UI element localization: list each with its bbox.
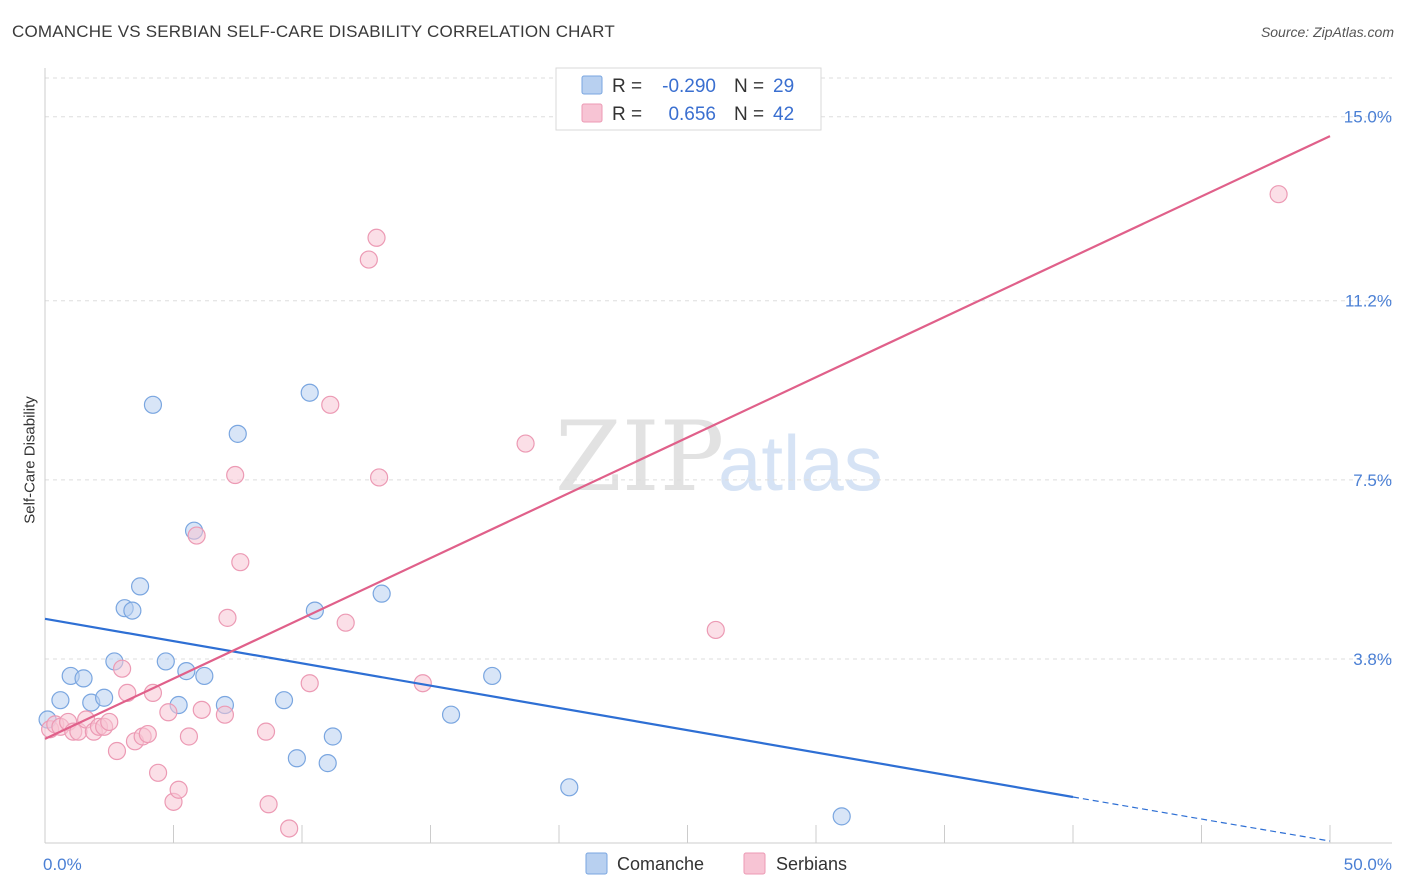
comanche-point-26 xyxy=(483,666,502,686)
serbian-point-36 xyxy=(367,228,386,247)
comanche-point-17 xyxy=(228,424,247,443)
stats-legend: R = -0.290 N = 29 R = 0.656 N = 42 xyxy=(555,67,822,131)
serbian-point-17 xyxy=(143,683,163,703)
comanche-point-24 xyxy=(372,584,391,603)
x-tick-label-min: 0.0% xyxy=(43,855,82,874)
serbian-point-28 xyxy=(231,553,250,572)
serbian-point-41 xyxy=(1269,185,1288,204)
comanche-point-19 xyxy=(287,749,306,768)
comanche-point-5 xyxy=(95,688,114,707)
comanche-trend-extension xyxy=(1072,796,1331,842)
serbian-point-35 xyxy=(359,250,378,269)
serbian-point-13 xyxy=(118,683,137,703)
comanche-point-25 xyxy=(441,705,461,724)
legend-label-comanche[interactable]: Comanche xyxy=(617,854,704,874)
comanche-point-20 xyxy=(300,383,319,402)
comanche-points xyxy=(38,383,851,826)
comanche-point-28 xyxy=(832,807,851,826)
comanche-point-27 xyxy=(560,778,579,797)
comanche-point-11 xyxy=(156,652,175,671)
chart-title: COMANCHE VS SERBIAN SELF-CARE DISABILITY… xyxy=(12,22,615,41)
legend-swatch-serbian-bottom[interactable] xyxy=(743,852,766,875)
legend-n-value-comanche: 29 xyxy=(773,76,794,97)
serbian-point-21 xyxy=(169,780,188,799)
legend-n-value-serbian: 42 xyxy=(773,104,794,125)
serbian-point-37 xyxy=(370,468,389,487)
serbian-point-27 xyxy=(226,465,245,485)
legend-swatch-comanche xyxy=(581,75,603,95)
serbian-point-18 xyxy=(148,763,168,782)
serbian-point-31 xyxy=(280,819,299,838)
serbian-point-12 xyxy=(112,659,132,678)
legend-n-label-serbian: N = xyxy=(734,104,764,125)
grid xyxy=(45,77,1392,660)
serbian-point-19 xyxy=(159,703,178,722)
comanche-point-10 xyxy=(143,395,163,414)
comanche-point-22 xyxy=(318,754,337,773)
legend-r-label-serbian: R = xyxy=(612,104,642,125)
serbian-points xyxy=(41,185,1288,838)
serbian-point-29 xyxy=(256,722,276,741)
comanche-point-3 xyxy=(74,669,93,688)
y-tick-label-2: 11.2% xyxy=(1345,292,1392,311)
watermark-atlas: atlas xyxy=(718,419,883,507)
y-tick-label-1: 7.5% xyxy=(1353,471,1392,490)
series-legend[interactable]: Comanche Serbians xyxy=(585,852,847,875)
serbian-point-22 xyxy=(179,727,199,746)
legend-r-value-comanche: -0.290 xyxy=(662,76,716,97)
legend-r-label-comanche: R = xyxy=(612,76,642,97)
comanche-point-8 xyxy=(123,601,142,620)
serbian-point-16 xyxy=(138,724,157,744)
serbian-point-24 xyxy=(192,700,211,719)
comanche-point-23 xyxy=(323,727,342,746)
serbian-point-30 xyxy=(259,795,278,814)
trend-lines xyxy=(44,135,1331,842)
serbian-point-40 xyxy=(706,620,725,640)
legend-swatch-comanche-bottom[interactable] xyxy=(585,852,608,875)
serbian-point-34 xyxy=(336,613,355,632)
watermark-zip: ZIP xyxy=(555,401,724,513)
watermark: ZIP atlas xyxy=(555,401,883,513)
comanche-trend-line xyxy=(44,617,1074,799)
legend-n-label-comanche: N = xyxy=(734,76,764,97)
legend-swatch-serbian xyxy=(581,103,603,123)
serbian-point-32 xyxy=(300,674,319,693)
x-tick-labels: 0.0% 50.0% xyxy=(43,855,1392,874)
legend-r-value-serbian: 0.656 xyxy=(668,104,716,125)
x-tick-label-max: 50.0% xyxy=(1344,855,1392,874)
serbian-point-10 xyxy=(100,712,119,732)
serbian-point-25 xyxy=(215,705,234,724)
comanche-point-9 xyxy=(130,577,150,596)
comanche-point-15 xyxy=(195,666,214,686)
serbian-point-39 xyxy=(516,434,535,453)
serbian-point-11 xyxy=(107,741,127,761)
serbian-trend-line xyxy=(44,135,1331,740)
legend-label-serbian[interactable]: Serbians xyxy=(776,854,847,874)
comanche-point-18 xyxy=(274,691,294,710)
serbian-point-26 xyxy=(218,608,237,627)
comanche-point-13 xyxy=(177,662,196,681)
y-tick-label-3: 15.0% xyxy=(1344,108,1392,127)
y-tick-labels: 3.8% 7.5% 11.2% 15.0% xyxy=(1344,108,1392,669)
serbian-point-23 xyxy=(187,526,206,545)
y-tick-label-0: 3.8% xyxy=(1353,650,1392,669)
source-label: Source: ZipAtlas.com xyxy=(1260,24,1394,40)
serbian-point-33 xyxy=(321,395,340,414)
comanche-point-1 xyxy=(51,691,70,710)
